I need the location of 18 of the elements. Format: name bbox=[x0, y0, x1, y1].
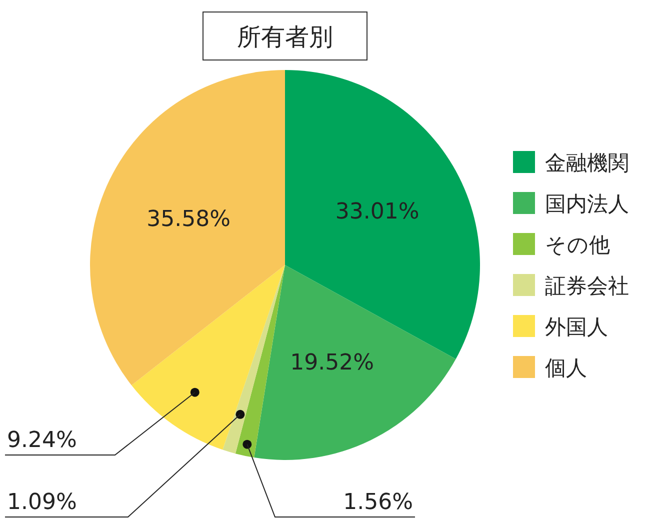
pie-slice bbox=[132, 265, 285, 450]
legend-label: その他 bbox=[545, 233, 610, 257]
data-label: 9.24% bbox=[7, 428, 77, 453]
legend-label: 証券会社 bbox=[545, 274, 629, 298]
data-label: 1.09% bbox=[7, 490, 77, 515]
legend-label: 金融機関 bbox=[545, 151, 629, 175]
pie-slice bbox=[235, 265, 285, 458]
legend-label: 個人 bbox=[545, 356, 587, 380]
pie-slice bbox=[222, 265, 285, 454]
chart-title: 所有者別 bbox=[237, 23, 333, 51]
pie-slice bbox=[254, 265, 456, 460]
pie-slice bbox=[90, 70, 285, 386]
data-label: 35.58% bbox=[146, 207, 231, 232]
legend-label: 国内法人 bbox=[545, 192, 629, 216]
legend-label: 外国人 bbox=[545, 315, 608, 339]
data-label: 19.52% bbox=[290, 350, 374, 376]
data-label: 33.01% bbox=[335, 199, 420, 224]
data-label: 1.56% bbox=[343, 490, 413, 515]
